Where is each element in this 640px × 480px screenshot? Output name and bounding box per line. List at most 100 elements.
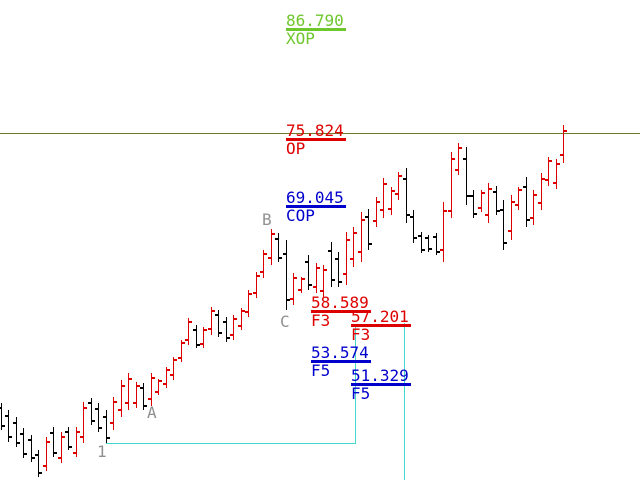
open-tick (275, 238, 279, 240)
open-tick (163, 383, 167, 385)
close-tick (136, 385, 140, 387)
open-tick (425, 237, 429, 239)
level-price-text: 51.329 (351, 366, 411, 386)
close-tick (1, 425, 5, 427)
ohlc-bar (173, 357, 174, 380)
open-tick (455, 169, 459, 171)
ohlc-bar (263, 250, 264, 278)
close-tick (218, 332, 222, 334)
close-tick (83, 407, 87, 409)
ohlc-bar (286, 240, 287, 310)
ohlc-bar (533, 190, 534, 225)
open-tick (80, 436, 84, 438)
close-tick (23, 453, 27, 455)
ohlc-bar (16, 417, 17, 447)
ohlc-bar (53, 427, 54, 457)
close-tick (413, 237, 417, 239)
ohlc-bar (541, 173, 542, 210)
ohlc-bar (61, 432, 62, 463)
close-tick (398, 175, 402, 177)
open-tick (388, 208, 392, 210)
open-tick (395, 193, 399, 195)
ohlc-bar (353, 227, 354, 267)
close-tick (301, 278, 305, 280)
open-tick (485, 214, 489, 216)
close-tick (353, 232, 357, 234)
level-name-text: F5 (351, 384, 371, 403)
level-price-text: 69.045 (286, 188, 346, 208)
close-tick (458, 147, 462, 149)
open-tick (5, 415, 9, 417)
ohlc-bar (526, 177, 527, 227)
ohlc-bar (466, 147, 467, 205)
open-tick (343, 273, 347, 275)
open-tick (88, 402, 92, 404)
ohlc-bar (451, 152, 452, 218)
open-tick (200, 343, 204, 345)
ohlc-bar (323, 265, 324, 297)
ohlc-bar (301, 277, 302, 293)
ohlc-bar (511, 195, 512, 240)
trend-hline (0, 133, 640, 134)
close-tick (308, 284, 312, 286)
open-tick (95, 408, 99, 410)
open-tick (43, 465, 47, 467)
open-tick (230, 334, 234, 336)
ohlc-bar (203, 327, 204, 348)
close-tick (151, 377, 155, 379)
close-tick (563, 130, 567, 132)
close-tick (511, 201, 515, 203)
close-tick (31, 457, 35, 459)
fib-level-cop-69.045: 69.045 COP (286, 188, 346, 224)
open-tick (58, 457, 62, 459)
ohlc-bar (361, 212, 362, 262)
close-tick (406, 214, 410, 216)
ohlc-bar (383, 178, 384, 218)
open-tick (478, 207, 482, 209)
open-tick (238, 325, 242, 327)
ohlc-bar (248, 290, 249, 317)
fib-level-f3-57.201: 57.201 F3 (351, 309, 411, 343)
ohlc-bar (398, 172, 399, 200)
ohlc-bar (181, 340, 182, 362)
close-tick (128, 378, 132, 380)
ohlc-bar (158, 379, 159, 395)
ohlc-bar (8, 410, 9, 442)
projection-segment (404, 323, 405, 480)
close-tick (556, 163, 560, 165)
open-tick (155, 391, 159, 393)
ohlc-bar (548, 157, 549, 186)
ohlc-bar (91, 398, 92, 425)
projection-segment (106, 443, 356, 444)
close-tick (541, 178, 545, 180)
open-tick (50, 432, 54, 434)
level-price-text: 75.824 (286, 121, 346, 141)
open-tick (193, 329, 197, 331)
open-tick (418, 235, 422, 237)
close-tick (181, 342, 185, 344)
ohlc-bar (166, 367, 167, 388)
open-tick (305, 261, 309, 263)
close-tick (38, 472, 42, 474)
close-tick (8, 436, 12, 438)
fib-level-f5-53.574: 53.574 F5 (311, 345, 371, 379)
close-tick (226, 337, 230, 339)
ohlc-bar (563, 125, 564, 163)
ohlc-bar (23, 428, 24, 458)
open-tick (208, 328, 212, 330)
open-tick (245, 311, 249, 313)
ohlc-bar (278, 233, 279, 262)
ohlc-bar (556, 159, 557, 189)
ohlc-bar (413, 210, 414, 243)
ohlc-bar (218, 310, 219, 337)
close-tick (91, 420, 95, 422)
close-tick (466, 195, 470, 197)
ohlc-bar (128, 373, 129, 410)
close-tick (346, 239, 350, 241)
close-tick (436, 251, 440, 253)
close-tick (293, 277, 297, 279)
